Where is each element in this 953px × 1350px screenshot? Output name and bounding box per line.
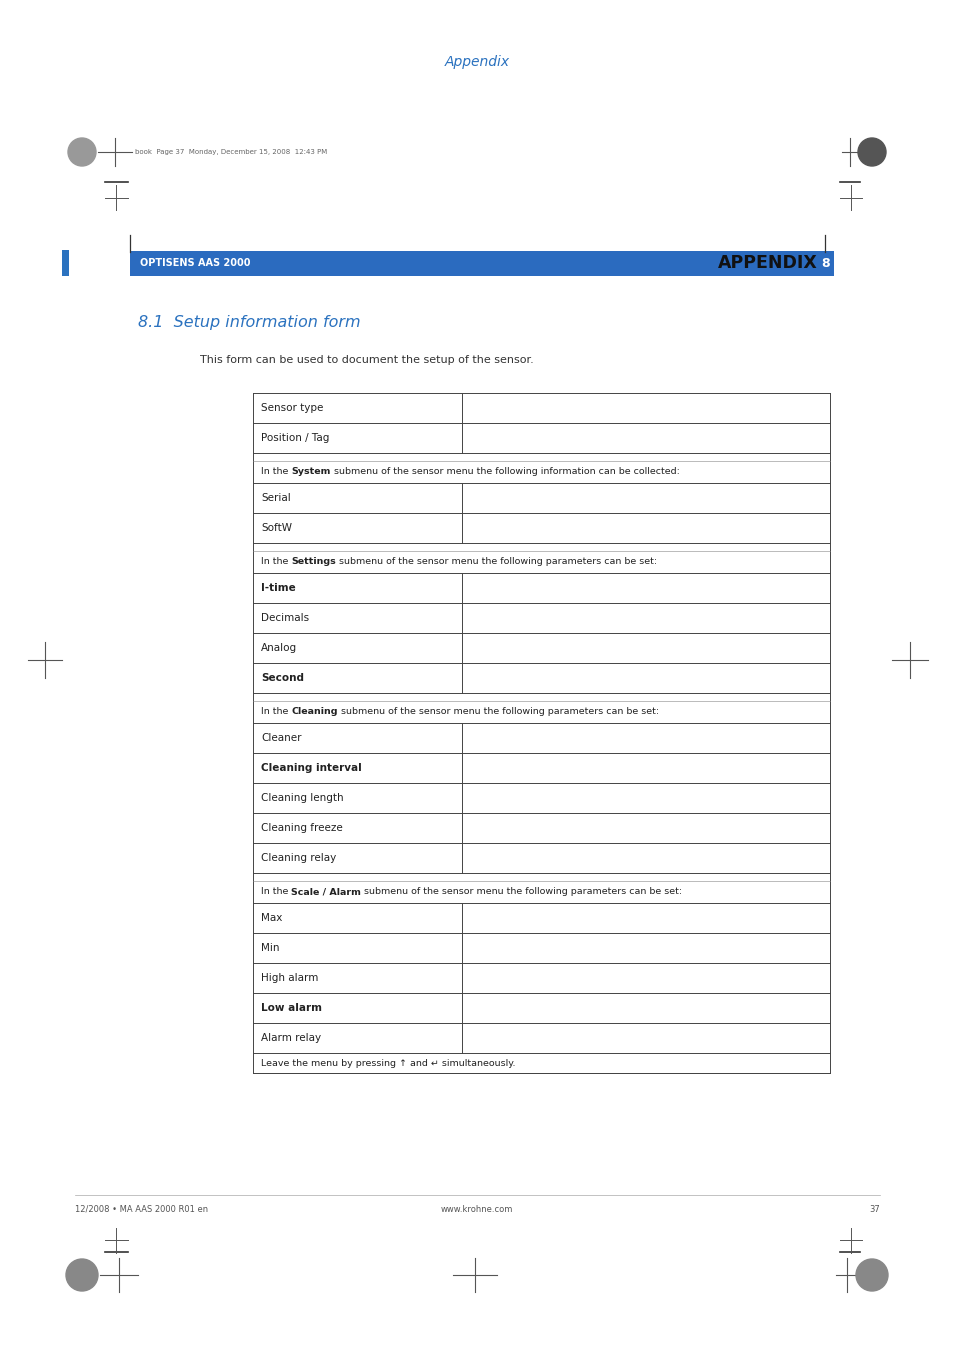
Text: Scale / Alarm: Scale / Alarm bbox=[291, 887, 361, 896]
Text: Cleaning freeze: Cleaning freeze bbox=[261, 824, 342, 833]
Text: www.krohne.com: www.krohne.com bbox=[440, 1204, 513, 1214]
Text: Settings: Settings bbox=[291, 558, 335, 567]
Text: 12/2008 • MA AAS 2000 R01 en: 12/2008 • MA AAS 2000 R01 en bbox=[75, 1204, 208, 1214]
Circle shape bbox=[68, 138, 96, 166]
Text: 8: 8 bbox=[821, 256, 829, 270]
Text: Position / Tag: Position / Tag bbox=[261, 433, 329, 443]
Text: Low alarm: Low alarm bbox=[261, 1003, 322, 1012]
Text: Decimals: Decimals bbox=[261, 613, 309, 622]
Text: In the: In the bbox=[261, 558, 291, 567]
Text: Min: Min bbox=[261, 944, 279, 953]
Text: SoftW: SoftW bbox=[261, 522, 292, 533]
Text: Serial: Serial bbox=[261, 493, 291, 504]
Text: I-time: I-time bbox=[261, 583, 295, 593]
Text: Appendix: Appendix bbox=[444, 55, 509, 69]
Text: submenu of the sensor menu the following parameters can be set:: submenu of the sensor menu the following… bbox=[337, 707, 659, 717]
Text: 8.1  Setup information form: 8.1 Setup information form bbox=[138, 316, 360, 331]
Text: Cleaner: Cleaner bbox=[261, 733, 301, 743]
Text: Alarm relay: Alarm relay bbox=[261, 1033, 321, 1044]
Text: High alarm: High alarm bbox=[261, 973, 318, 983]
Text: Cleaning interval: Cleaning interval bbox=[261, 763, 361, 774]
Text: Cleaning length: Cleaning length bbox=[261, 792, 343, 803]
Text: Sensor type: Sensor type bbox=[261, 404, 323, 413]
Text: System: System bbox=[291, 467, 331, 477]
Text: submenu of the sensor menu the following parameters can be set:: submenu of the sensor menu the following… bbox=[335, 558, 657, 567]
Text: OPTISENS AAS 2000: OPTISENS AAS 2000 bbox=[140, 258, 251, 269]
Text: This form can be used to document the setup of the sensor.: This form can be used to document the se… bbox=[200, 355, 533, 364]
Text: APPENDIX: APPENDIX bbox=[718, 255, 817, 273]
Circle shape bbox=[66, 1260, 98, 1291]
Text: Cleaning: Cleaning bbox=[291, 707, 337, 717]
Bar bbox=[62, 250, 69, 275]
Text: In the: In the bbox=[261, 467, 291, 477]
Text: In the: In the bbox=[261, 887, 291, 896]
Text: Analog: Analog bbox=[261, 643, 296, 653]
Text: 37: 37 bbox=[868, 1204, 879, 1214]
Bar bbox=[816, 251, 833, 275]
Circle shape bbox=[855, 1260, 887, 1291]
Text: In the: In the bbox=[261, 707, 291, 717]
Bar bbox=[130, 251, 824, 275]
Text: Second: Second bbox=[261, 674, 304, 683]
Text: Max: Max bbox=[261, 913, 282, 923]
Text: Cleaning relay: Cleaning relay bbox=[261, 853, 335, 863]
Text: book  Page 37  Monday, December 15, 2008  12:43 PM: book Page 37 Monday, December 15, 2008 1… bbox=[135, 148, 327, 155]
Text: submenu of the sensor menu the following parameters can be set:: submenu of the sensor menu the following… bbox=[361, 887, 681, 896]
Circle shape bbox=[857, 138, 885, 166]
Text: submenu of the sensor menu the following information can be collected:: submenu of the sensor menu the following… bbox=[331, 467, 679, 477]
Text: Leave the menu by pressing ↑ and ↵ simultaneously.: Leave the menu by pressing ↑ and ↵ simul… bbox=[261, 1058, 515, 1068]
